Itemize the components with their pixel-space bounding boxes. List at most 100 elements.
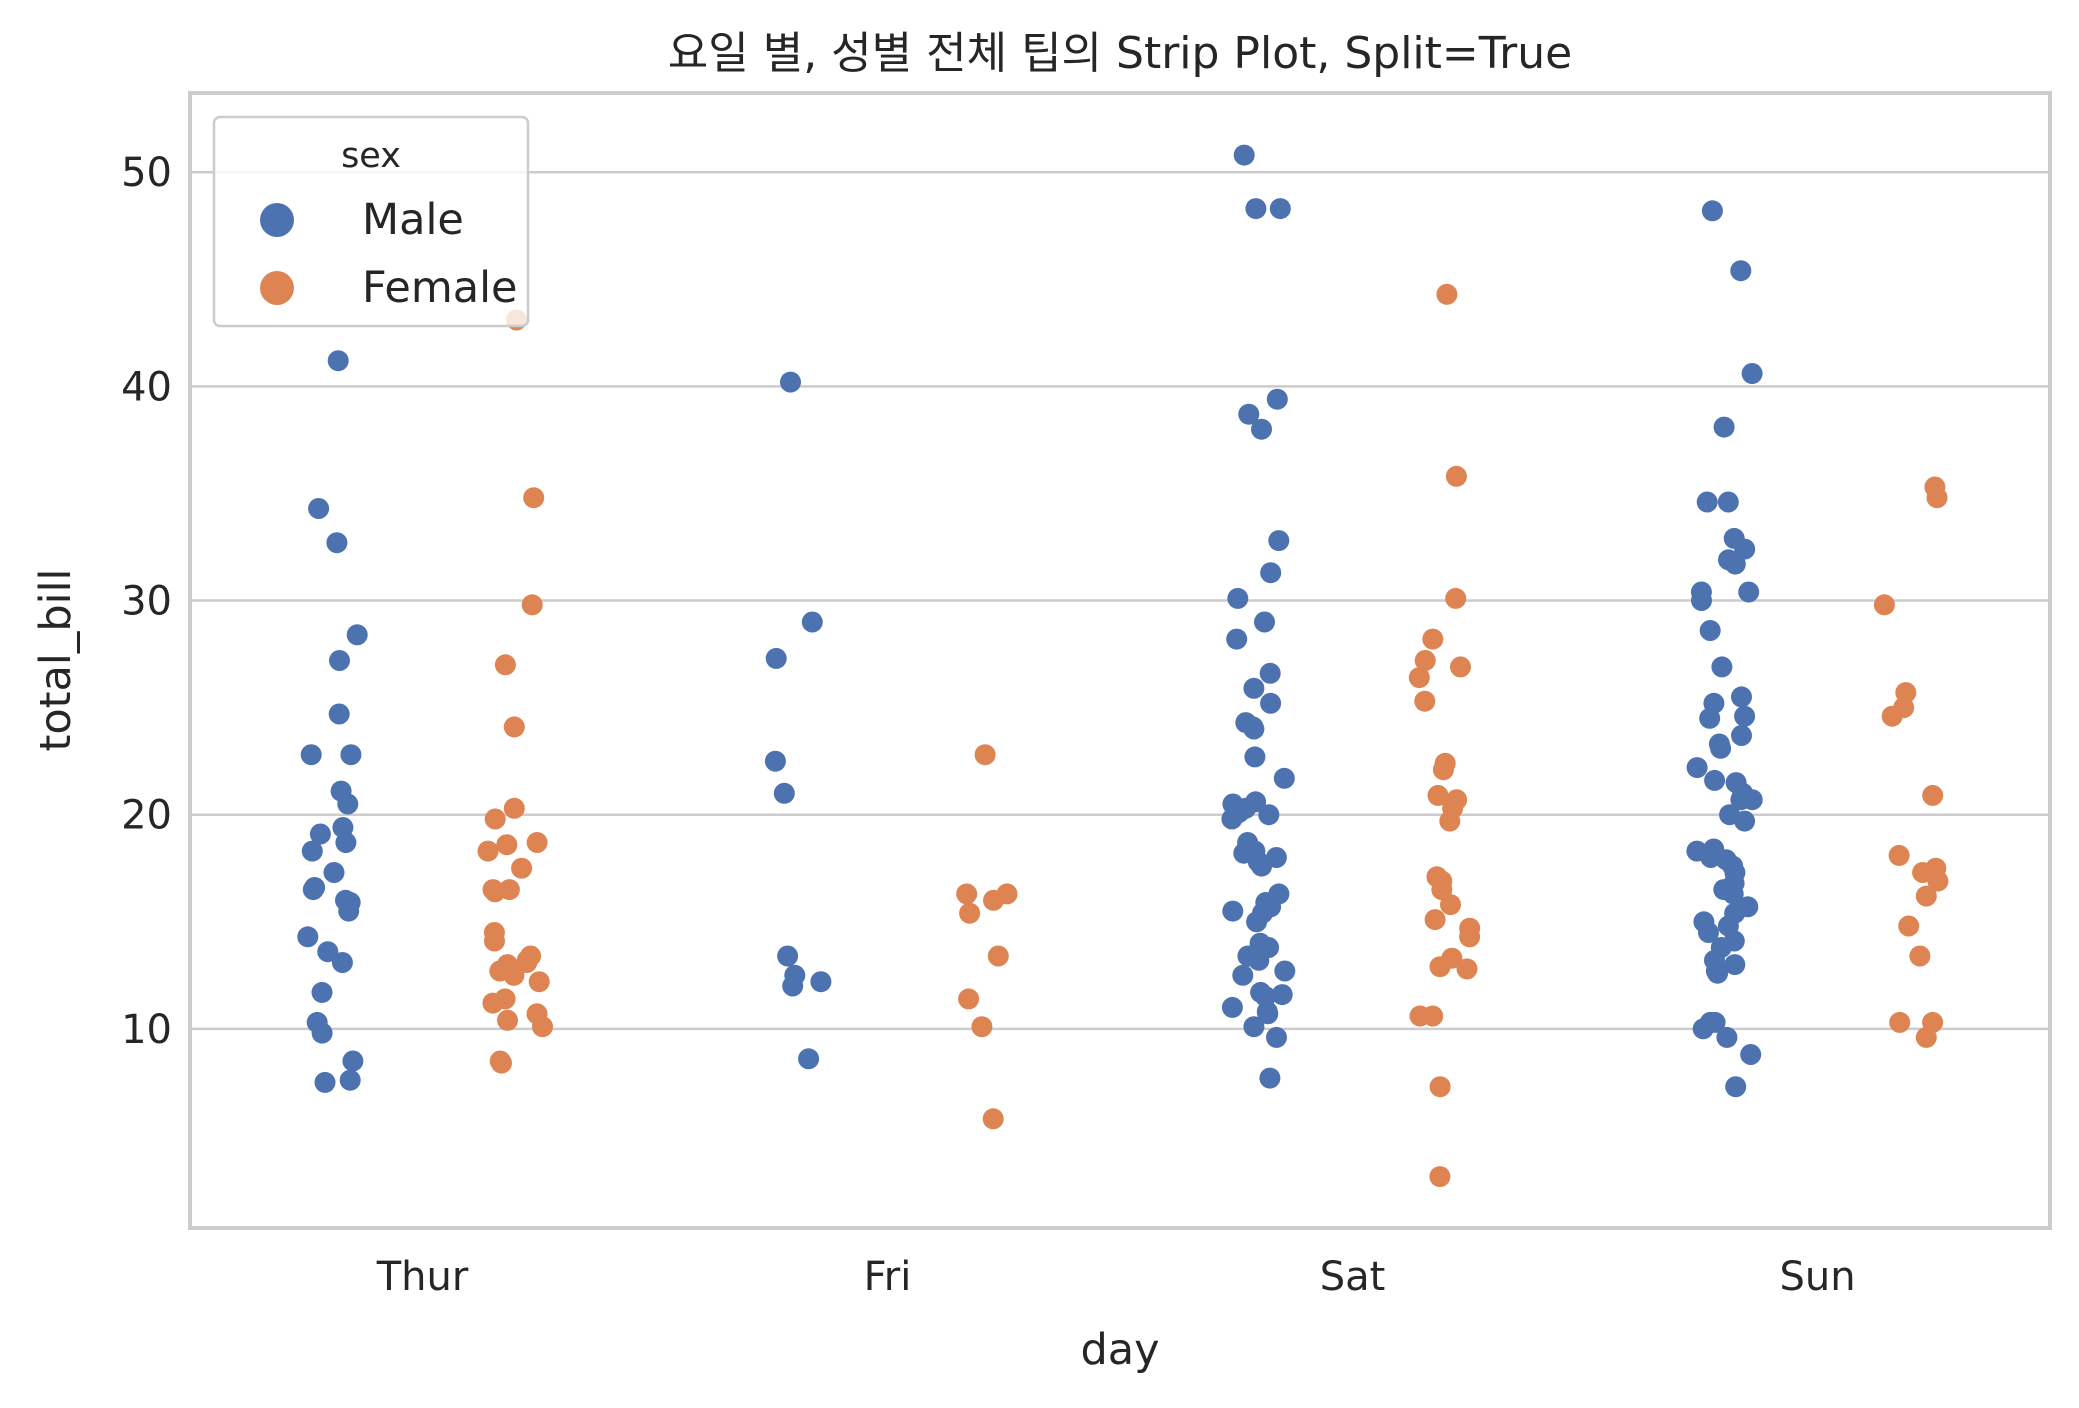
plot-frame	[188, 91, 2052, 1230]
point-male-sat	[1243, 1016, 1265, 1038]
point-male-sat	[1268, 530, 1290, 552]
point-female-sat	[1445, 465, 1467, 487]
point-male-thur	[337, 793, 359, 815]
point-female-thur	[532, 1016, 553, 1038]
point-female-sat	[1440, 894, 1461, 916]
point-male-thur	[338, 900, 360, 922]
point-male-sun	[1722, 883, 1744, 905]
point-male-sun	[1699, 620, 1721, 641]
point-male-sun	[1734, 810, 1756, 832]
point-male-sat	[1260, 562, 1282, 584]
point-male-fri	[798, 1048, 820, 1070]
point-male-sun	[1700, 847, 1722, 868]
point-female-sat	[1414, 650, 1436, 671]
y-axis-ticks: 10 20 30 40 50	[121, 150, 172, 1053]
point-female-thur	[484, 808, 506, 830]
point-female-thur	[526, 832, 548, 853]
point-male-thur	[335, 832, 357, 853]
point-male-sat	[1258, 804, 1280, 826]
point-female-thur	[511, 857, 533, 879]
point-female-thur	[528, 971, 550, 993]
point-female-sat	[1459, 926, 1481, 948]
point-male-sat	[1232, 964, 1254, 986]
point-female-sun	[1912, 862, 1934, 883]
point-male-fri	[801, 611, 823, 633]
point-male-thur	[311, 1022, 333, 1044]
point-male-sun	[1698, 922, 1719, 943]
legend-marker-female	[260, 271, 294, 305]
point-male-thur	[301, 840, 323, 862]
chart-title: 요일 별, 성별 전체 팁의 Strip Plot, Split=True	[668, 28, 1572, 79]
point-male-sat	[1271, 984, 1293, 1006]
point-female-sat	[1432, 759, 1454, 781]
point-male-thur	[323, 862, 345, 883]
point-male-thur	[309, 823, 331, 845]
point-female-sat	[1429, 956, 1451, 978]
point-female-thur	[496, 834, 518, 856]
point-male-sat	[1248, 949, 1270, 971]
point-female-sat	[1424, 909, 1446, 931]
point-male-fri	[780, 371, 801, 393]
point-male-sun	[1699, 707, 1721, 729]
point-female-sun	[1915, 1026, 1937, 1048]
point-female-sat	[1439, 810, 1461, 832]
point-male-sat	[1259, 662, 1281, 684]
point-male-thur	[317, 941, 339, 963]
point-female-sat	[1427, 784, 1449, 806]
point-male-sun	[1701, 200, 1723, 222]
point-female-sun	[1881, 705, 1903, 727]
point-male-fri	[777, 945, 799, 967]
point-male-fri	[810, 971, 832, 993]
point-male-fri	[773, 782, 795, 804]
legend: sex Male Female	[212, 115, 530, 328]
point-female-fri	[956, 883, 978, 905]
point-male-sun	[1692, 1018, 1714, 1040]
point-female-thur	[503, 797, 525, 819]
point-male-sun	[1731, 686, 1752, 708]
point-male-sun	[1740, 1044, 1762, 1065]
point-female-sun	[1927, 870, 1949, 892]
point-male-sun	[1711, 656, 1733, 678]
point-female-fri	[971, 1016, 993, 1038]
point-male-thur	[308, 498, 330, 519]
point-female-sat	[1436, 283, 1458, 305]
point-male-thur	[300, 744, 322, 766]
legend-label-female: Female	[362, 263, 517, 313]
y-tick-label: 30	[121, 579, 172, 625]
point-male-thur	[297, 926, 319, 948]
point-male-sat	[1259, 1067, 1281, 1089]
point-male-sun	[1724, 553, 1746, 575]
point-female-sat	[1429, 1076, 1451, 1098]
point-female-thur	[484, 930, 505, 952]
point-female-sat	[1408, 667, 1430, 689]
point-female-fri	[959, 902, 981, 924]
point-male-sat	[1245, 198, 1267, 220]
point-female-sun	[1922, 784, 1944, 806]
point-male-sat	[1260, 692, 1282, 714]
point-female-sat	[1445, 587, 1467, 609]
x-axis-label: day	[1080, 1325, 1159, 1375]
point-male-sat	[1251, 418, 1272, 440]
point-male-fri	[765, 647, 787, 669]
point-male-sun	[1686, 757, 1708, 779]
point-female-sat	[1422, 628, 1444, 650]
legend-label-male: Male	[362, 195, 464, 245]
point-male-fri	[782, 975, 804, 997]
point-female-thur	[494, 654, 516, 676]
point-female-thur	[521, 594, 543, 616]
point-male-sat	[1244, 746, 1266, 768]
point-male-sat	[1243, 677, 1265, 699]
point-male-sat	[1222, 900, 1244, 922]
point-male-sat	[1257, 1003, 1279, 1025]
point-male-sun	[1691, 590, 1712, 611]
point-male-sun	[1713, 416, 1735, 438]
point-female-fri	[958, 988, 980, 1010]
data-points	[297, 144, 1949, 1188]
point-male-sat	[1227, 587, 1249, 609]
point-female-thur	[484, 881, 506, 903]
point-male-sat	[1273, 767, 1295, 789]
y-tick-label: 10	[121, 1007, 172, 1053]
point-male-thur	[346, 624, 368, 646]
